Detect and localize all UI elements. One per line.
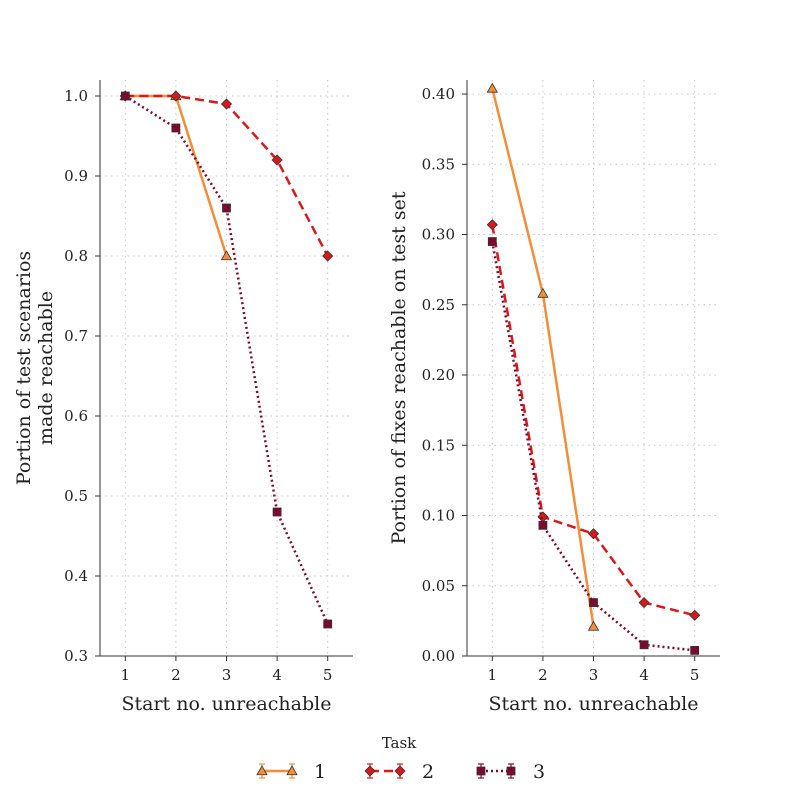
series-2-point xyxy=(271,154,283,166)
y-axis-label-line: Portion of fixes reachable on test set xyxy=(388,191,410,544)
x-tick-label: 4 xyxy=(272,666,282,684)
x-tick-label: 5 xyxy=(690,666,700,684)
y-tick-label: 0.20 xyxy=(422,366,455,384)
legend-marker-3 xyxy=(506,766,516,776)
series-1-point xyxy=(587,620,600,631)
y-tick-label: 0.9 xyxy=(64,167,88,185)
y-axis-label: Portion of fixes reachable on test set xyxy=(388,191,410,544)
y-tick-label: 0.25 xyxy=(422,296,455,314)
series-2-point xyxy=(587,528,600,540)
legend-marker-1 xyxy=(256,765,268,776)
series-3-line xyxy=(124,94,329,625)
y-tick-label: 0.15 xyxy=(422,436,455,454)
y-tick-label: 0.00 xyxy=(422,647,455,665)
series-2-point xyxy=(322,250,334,262)
series-3-point xyxy=(222,203,231,213)
y-tick-label: 0.3 xyxy=(64,647,88,665)
series-1-point xyxy=(220,250,233,261)
series-3-point xyxy=(589,598,598,608)
series-3-point xyxy=(487,237,497,246)
x-tick-label: 2 xyxy=(538,666,548,684)
right-chart-panel: 1 2 3 4 5 0.00 0.05 0.10 0.15 0.20 0.25 0.30 0.35 0.4… xyxy=(388,80,720,715)
legend-marker-3 xyxy=(476,766,486,776)
x-axis-label: Start no. unreachable xyxy=(122,693,332,715)
y-axis-label-line: made reachable xyxy=(35,291,57,445)
x-tick-label: 5 xyxy=(323,666,333,684)
x-tick-label: 1 xyxy=(121,666,131,684)
x-tick-label: 4 xyxy=(639,666,649,684)
series-3-point xyxy=(690,645,700,655)
y-tick-label: 0.8 xyxy=(64,247,88,265)
series-2-point xyxy=(689,609,701,621)
series-3-point xyxy=(639,640,649,650)
y-tick-label: 0.05 xyxy=(422,577,455,595)
series-3-line xyxy=(491,241,695,652)
y-tick-label: 0.30 xyxy=(422,226,455,244)
x-tick-label: 2 xyxy=(171,666,181,684)
x-axis-label: Start no. unreachable xyxy=(489,693,699,715)
y-axis-label: Portion of test scenariosmade reachable xyxy=(13,251,57,485)
legend-marker-2 xyxy=(394,765,406,777)
series-3-point xyxy=(120,91,130,101)
y-tick-label: 0.35 xyxy=(422,155,455,173)
series-3-point xyxy=(171,123,181,133)
y-tick-label: 1.0 xyxy=(64,87,88,105)
series-2-point xyxy=(220,98,233,110)
legend: Task 1 2 3 xyxy=(256,734,545,783)
series-1-point xyxy=(486,82,498,93)
series-3-point xyxy=(272,507,282,517)
legend-label-1: 1 xyxy=(314,761,326,783)
y-tick-label: 0.7 xyxy=(64,327,88,345)
y-axis-label-line: Portion of test scenarios xyxy=(13,251,35,485)
x-tick-label: 3 xyxy=(222,666,232,684)
series-2-point xyxy=(537,511,549,523)
y-tick-label: 0.40 xyxy=(422,85,455,103)
legend-title: Task xyxy=(382,734,417,752)
legend-label-2: 2 xyxy=(422,761,434,783)
legend-marker-2 xyxy=(364,765,376,777)
y-tick-label: 0.10 xyxy=(422,507,455,525)
series-1-point xyxy=(537,287,549,298)
y-tick-label: 0.6 xyxy=(64,407,88,425)
series-2-point xyxy=(638,597,650,609)
series-2-line xyxy=(491,224,696,617)
y-tick-label: 0.4 xyxy=(64,567,88,585)
series-2-point xyxy=(486,219,498,231)
x-tick-label: 3 xyxy=(589,666,599,684)
series-3-point xyxy=(538,520,548,530)
legend-label-3: 3 xyxy=(533,761,545,783)
left-chart-panel: 1 2 3 4 5 0.3 0.4 0.5 0.6 0.7 0.8 0.9 1.0 Start no. u… xyxy=(13,80,353,715)
legend-marker-1 xyxy=(286,765,298,776)
series-2-point xyxy=(170,90,182,102)
x-tick-label: 1 xyxy=(488,666,498,684)
series-3-point xyxy=(323,619,333,629)
y-tick-label: 0.5 xyxy=(64,487,88,505)
